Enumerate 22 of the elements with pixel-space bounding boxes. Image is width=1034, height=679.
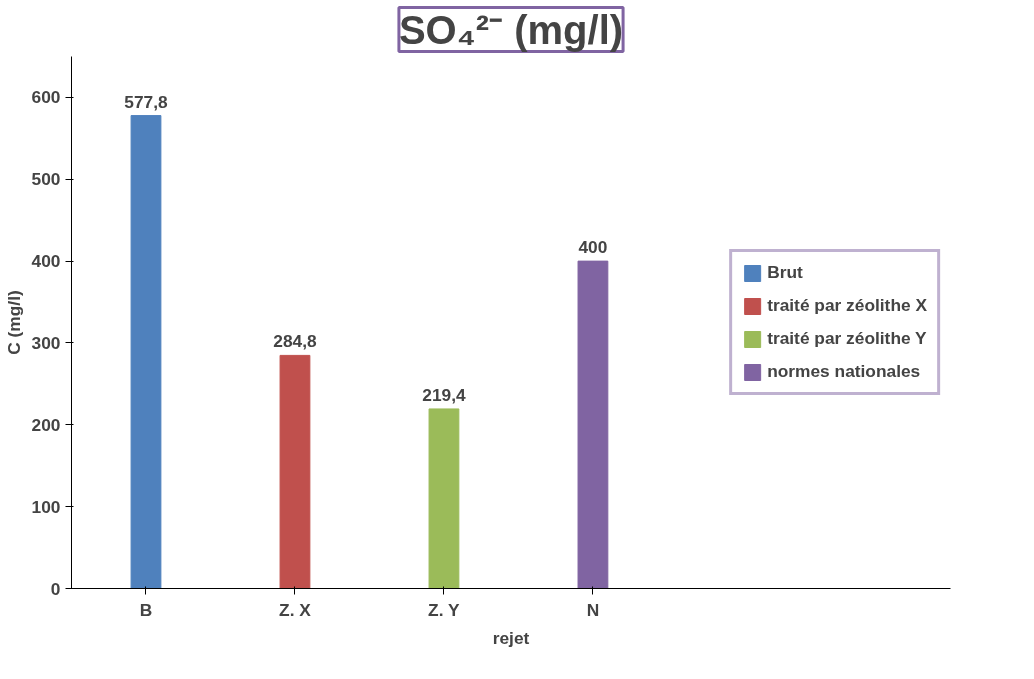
x-tick-label: B <box>139 599 153 620</box>
y-tick-label: 600 <box>31 87 61 108</box>
data-label: 284,8 <box>273 331 318 352</box>
y-tick-label: 500 <box>31 169 61 190</box>
x-tick-label: Z. X <box>279 599 312 620</box>
legend-label: Brut <box>767 262 803 283</box>
chart-title: SO₄²⁻ (mg/l) <box>398 7 624 52</box>
y-tick-label: 200 <box>31 414 61 435</box>
y-tick-label: 0 <box>50 578 61 599</box>
y-axis-title: C (mg/l) <box>3 290 24 355</box>
y-tick-label: 400 <box>31 251 61 272</box>
legend-label: normes nationales <box>767 361 921 382</box>
legend-label: traité par zéolithe X <box>767 295 927 316</box>
data-label: 577,8 <box>124 91 169 112</box>
x-axis-title: rejet <box>492 627 530 648</box>
x-tick-label: Z. Y <box>428 599 460 620</box>
x-tick-label: N <box>586 599 600 620</box>
y-tick-label: 300 <box>31 332 61 353</box>
data-label: 219,4 <box>422 384 466 405</box>
y-tick-label: 100 <box>31 496 61 517</box>
legend-label: traité par zéolithe Y <box>767 328 927 349</box>
data-label: 400 <box>578 237 608 258</box>
